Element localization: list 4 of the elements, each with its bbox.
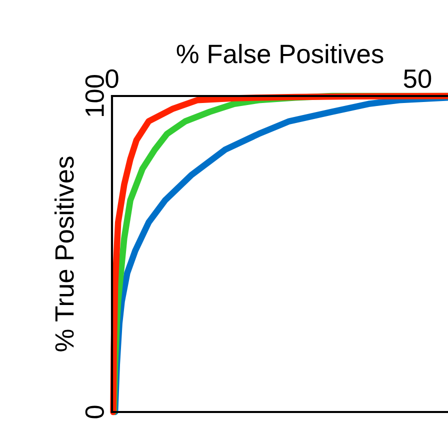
y-axis-title: % True Positives (54, 156, 74, 352)
x-axis-title: % False Positives (176, 44, 384, 64)
x-tick-label: 50 (404, 69, 432, 88)
y-tick-label: 100 (85, 75, 104, 116)
